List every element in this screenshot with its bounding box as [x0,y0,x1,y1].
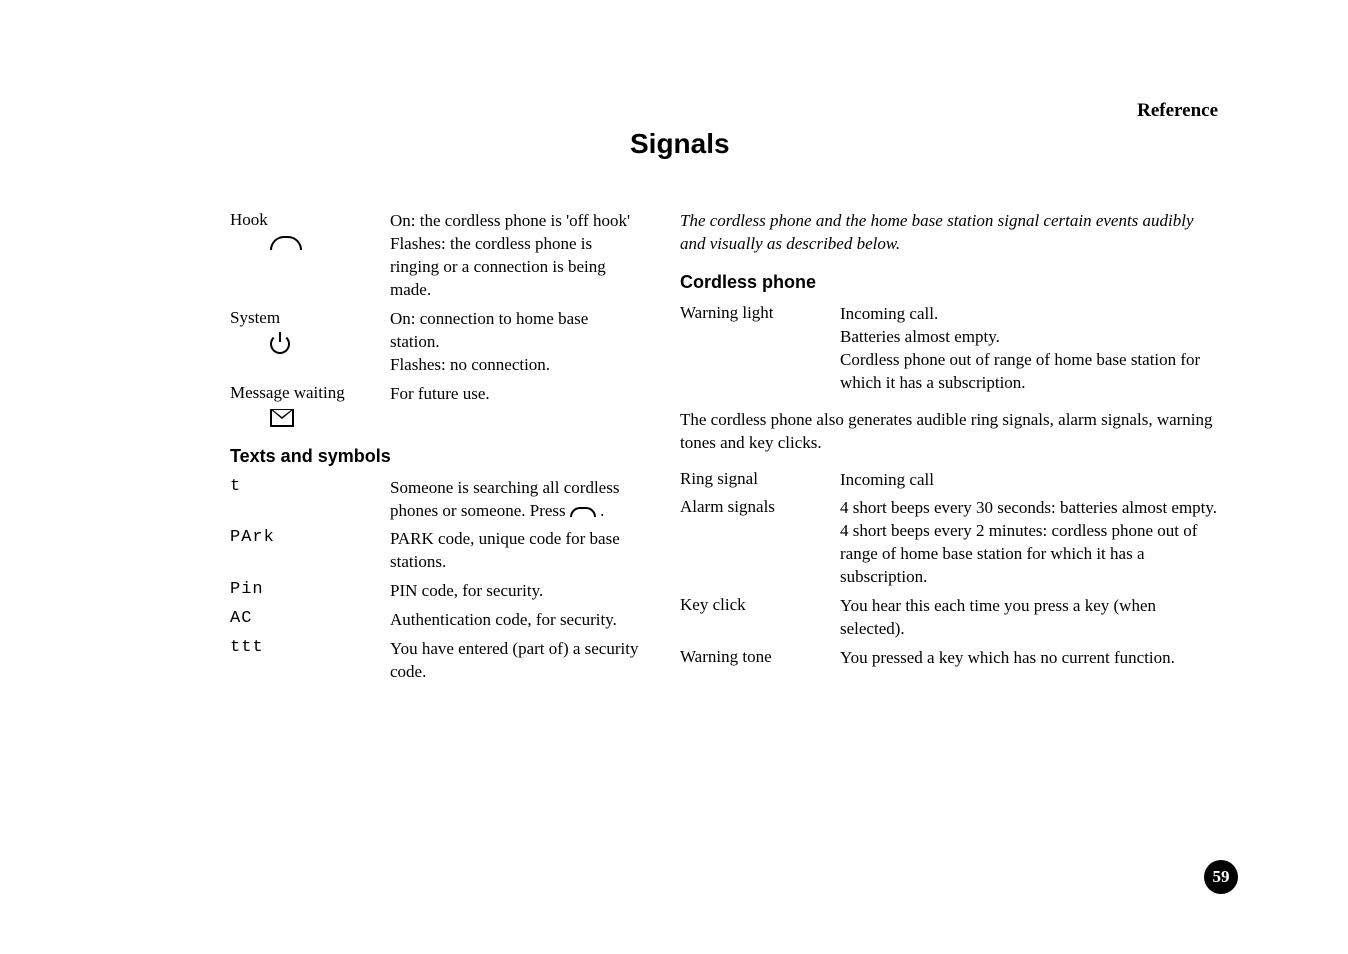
power-icon [270,334,290,354]
right-column: The cordless phone and the home base sta… [680,210,1220,690]
hook-label-col: Hook [230,210,390,302]
hook-label: Hook [230,210,390,230]
ring-row: Ring signal Incoming call [680,469,1220,492]
symbol-0: t [230,477,390,523]
symbol-row-4: ttt You have entered (part of) a securit… [230,638,640,684]
ring-desc: Incoming call [840,469,1220,492]
hook-row: Hook On: the cordless phone is 'off hook… [230,210,640,302]
ring-label: Ring signal [680,469,840,492]
alarm-desc: 4 short beeps every 30 seconds: batterie… [840,497,1220,589]
warntone-desc: You pressed a key which has no current f… [840,647,1220,670]
keyclick-label: Key click [680,595,840,641]
page-number-badge: 59 [1204,860,1238,894]
hook-icon-wrap [230,232,390,255]
message-icon-wrap [230,405,390,432]
keyclick-row: Key click You hear this each time you pr… [680,595,1220,641]
system-label: System [230,308,390,328]
symbol-2: Pin [230,580,390,603]
alarm-label: Alarm signals [680,497,840,589]
symbol-desc-2: PIN code, for security. [390,580,640,603]
mid-paragraph: The cordless phone also generates audibl… [680,409,1220,455]
left-column: Hook On: the cordless phone is 'off hook… [100,210,640,690]
symbol-row-3: AC Authentication code, for security. [230,609,640,632]
hook-icon [270,236,302,250]
warning-light-label: Warning light [680,303,840,395]
message-row: Message waiting For future use. [230,383,640,432]
symbol-desc-1: PARK code, unique code for base stations… [390,528,640,574]
warning-light-desc: Incoming call. Batteries almost empty. C… [840,303,1220,395]
symbol-row-2: Pin PIN code, for security. [230,580,640,603]
symbol-desc-3: Authentication code, for security. [390,609,640,632]
content-columns: Hook On: the cordless phone is 'off hook… [100,210,1248,690]
symbol-desc-0: Someone is searching all cordless phones… [390,477,640,523]
hook-desc: On: the cordless phone is 'off hook' Fla… [390,210,640,302]
keyclick-desc: You hear this each time you press a key … [840,595,1220,641]
message-desc: For future use. [390,383,640,432]
message-label-col: Message waiting [230,383,390,432]
intro-paragraph: The cordless phone and the home base sta… [680,210,1220,256]
hook-inline-icon [570,507,596,517]
envelope-icon [270,409,294,427]
symbol-4: ttt [230,638,390,684]
system-icon-wrap [230,330,390,359]
texts-symbols-title: Texts and symbols [230,446,640,467]
system-row: System On: connection to home base stati… [230,308,640,377]
alarm-row: Alarm signals 4 short beeps every 30 sec… [680,497,1220,589]
warntone-label: Warning tone [680,647,840,670]
symbol-desc-4: You have entered (part of) a security co… [390,638,640,684]
system-desc: On: connection to home base station. Fla… [390,308,640,377]
cordless-phone-title: Cordless phone [680,272,1220,293]
section-header: Reference [1137,100,1218,122]
message-label: Message waiting [230,383,390,403]
warning-light-row: Warning light Incoming call. Batteries a… [680,303,1220,395]
page-title: Signals [630,128,1248,160]
symbol-desc-0-post: . [596,501,605,520]
symbol-row-0: t Someone is searching all cordless phon… [230,477,640,523]
symbol-3: AC [230,609,390,632]
symbol-1: PArk [230,528,390,574]
symbol-row-1: PArk PARK code, unique code for base sta… [230,528,640,574]
system-label-col: System [230,308,390,377]
warntone-row: Warning tone You pressed a key which has… [680,647,1220,670]
